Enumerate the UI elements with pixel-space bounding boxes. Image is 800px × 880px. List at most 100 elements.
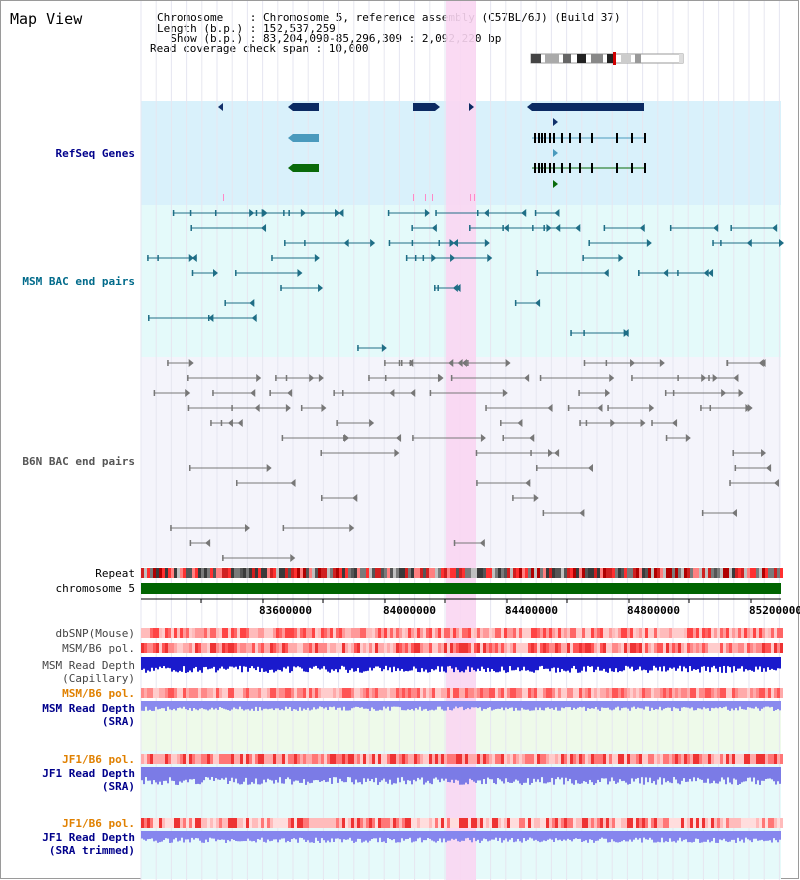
msm-depth-sra-bar — [439, 701, 441, 707]
repeat-cell — [672, 568, 675, 578]
b6n-bac-pair-end — [398, 360, 401, 366]
jf1-pol2-cell — [177, 818, 180, 828]
strand-arrow — [450, 254, 456, 262]
jf1-depth-sra-bar — [639, 767, 641, 784]
b6n-bac-pairs — [153, 359, 779, 562]
jf1-pol2-cell — [237, 818, 240, 828]
dbsnp-cell — [438, 628, 441, 638]
msm-bac-pair-end — [502, 225, 504, 231]
jf1-pol-cell — [507, 754, 510, 764]
msm-pol-cell — [441, 643, 444, 653]
jf1-pol-cell — [264, 754, 267, 764]
msm-depth-cap-bar — [451, 657, 453, 669]
msm-pol-cell — [285, 643, 288, 653]
msm-depth-sra-bar — [613, 701, 615, 710]
msm-pol-cell — [579, 643, 582, 653]
msm-depth-sra-bar — [365, 701, 367, 709]
msm-pol-cell — [144, 643, 147, 653]
msm-depth-cap-bar — [565, 657, 567, 672]
jf1-pol-cell — [657, 754, 660, 764]
dbsnp-cell — [771, 628, 774, 638]
jf1-pol-cell — [585, 754, 588, 764]
jf1-depth-sra-bar — [499, 767, 501, 780]
jf1-pol2-cell — [423, 818, 426, 828]
msm-depth-sra-bar — [163, 701, 165, 709]
jf1-depth-trim-bar — [303, 831, 305, 840]
jf1-pol2-cell — [672, 818, 675, 828]
msm-depth-sra-bar — [727, 701, 729, 710]
msm-pol-sra-cell — [501, 688, 504, 698]
jf1-pol2-cell — [435, 818, 438, 828]
msm-depth-cap-bar — [551, 657, 553, 669]
jf1-depth-trim-bar — [251, 831, 253, 842]
dbsnp-cell — [465, 628, 468, 638]
msm-depth-cap-bar — [427, 657, 429, 673]
msm-depth-sra-bar — [511, 701, 513, 708]
msm-depth-cap-bar — [573, 657, 575, 666]
jf1-pol2-cell — [426, 818, 429, 828]
msm-depth-sra-bar — [603, 701, 605, 708]
track-label-refseq[interactable]: RefSeq Genes — [55, 147, 135, 160]
repeat-cell — [696, 568, 699, 578]
strand-arrow — [410, 389, 416, 397]
msm-depth-sra-bar — [501, 701, 503, 708]
track-label-msm-bac[interactable]: MSM BAC end pairs — [22, 275, 135, 288]
msm-pol-sra-cell — [258, 688, 261, 698]
msm-depth-sra-bar — [639, 701, 641, 709]
msm-depth-cap-bar — [655, 657, 657, 668]
msm-depth-cap-bar — [457, 657, 459, 670]
msm-pol-sra-cell — [564, 688, 567, 698]
dbsnp-cell — [537, 628, 540, 638]
jf1-pol-cell — [348, 754, 351, 764]
jf1-pol-cell — [192, 754, 195, 764]
msm-depth-sra-bar — [655, 701, 657, 710]
jf1-depth-sra-bar — [615, 767, 617, 784]
dbsnp-cell — [744, 628, 747, 638]
msm-depth-cap-bar — [237, 657, 239, 670]
msm-depth-sra-bar — [573, 701, 575, 708]
track-label-b6n-bac[interactable]: B6N BAC end pairs — [22, 455, 135, 468]
msm-pol-cell — [528, 643, 531, 653]
jf1-depth-sra-bar — [297, 767, 299, 781]
msm-depth-sra-bar — [693, 701, 695, 711]
jf1-pol2-cell — [171, 818, 174, 828]
exon — [534, 133, 536, 143]
jf1-pol2-cell — [519, 818, 522, 828]
dbsnp-cell — [753, 628, 756, 638]
msm-pol-sra-cell — [363, 688, 366, 698]
jf1-pol2-cell — [600, 818, 603, 828]
jf1-depth-trim-bar — [569, 831, 571, 840]
repeat-cell — [711, 568, 714, 578]
strand-arrow — [533, 494, 539, 502]
msm-pol-sra-cell — [276, 688, 279, 698]
msm-depth-cap-bar — [349, 657, 351, 671]
jf1-pol-cell — [468, 754, 471, 764]
jf1-depth-sra-bar — [175, 767, 177, 785]
msm-pol-sra-cell — [588, 688, 591, 698]
jf1-depth-trim-bar — [403, 831, 405, 841]
jf1-pol2-cell — [207, 818, 210, 828]
msm-pol-sra-cell — [516, 688, 519, 698]
repeat-cell — [414, 568, 417, 578]
jf1-pol-cell — [273, 754, 276, 764]
msm-depth-sra-bar — [755, 701, 757, 707]
jf1-depth-trim-bar — [179, 831, 181, 841]
dbsnp-cell — [180, 628, 183, 638]
msm-depth-cap-bar — [549, 657, 551, 672]
strand-arrow — [554, 209, 560, 217]
dbsnp-cell — [213, 628, 216, 638]
msm-depth-sra-bar — [447, 701, 449, 707]
dbsnp-cell — [252, 628, 255, 638]
msm-pol-sra-cell — [618, 688, 621, 698]
jf1-depth-sra-bar — [393, 767, 395, 784]
jf1-pol2-cell — [582, 818, 585, 828]
msm-pol-sra-cell — [768, 688, 771, 698]
msm-depth-sra-bar — [311, 701, 313, 710]
msm-depth-cap-bar — [295, 657, 297, 668]
jf1-pol-cell — [246, 754, 249, 764]
strand-arrow — [321, 404, 327, 412]
msm-depth-sra-bar — [453, 701, 455, 709]
b6n-bac-pair-end — [189, 540, 192, 546]
dbsnp-cell — [261, 628, 264, 638]
